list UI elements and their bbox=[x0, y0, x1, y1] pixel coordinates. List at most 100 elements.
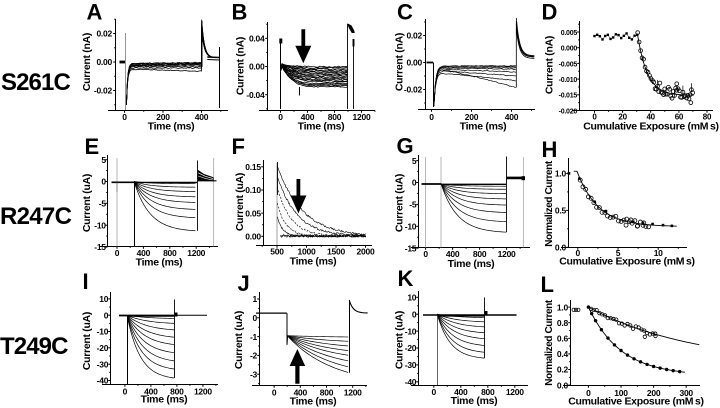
svg-text:Cumulative Exposure (mM s): Cumulative Exposure (mM s) bbox=[583, 121, 719, 133]
svg-text:Current (nA): Current (nA) bbox=[544, 36, 556, 94]
svg-text:10: 10 bbox=[99, 294, 108, 304]
svg-text:S261C: S261C bbox=[1, 69, 70, 96]
svg-text:Normalized Current: Normalized Current bbox=[544, 299, 555, 386]
svg-text:1200: 1200 bbox=[344, 388, 362, 398]
svg-text:0.00: 0.00 bbox=[406, 58, 422, 68]
svg-text:0: 0 bbox=[115, 248, 120, 258]
svg-text:-0.02: -0.02 bbox=[94, 86, 113, 96]
svg-text:R247C: R247C bbox=[0, 203, 72, 230]
svg-text:0.0: 0.0 bbox=[557, 380, 569, 390]
svg-text:-3: -3 bbox=[250, 369, 258, 379]
svg-text:-10: -10 bbox=[405, 326, 417, 336]
svg-text:D: D bbox=[542, 0, 558, 25]
svg-text:-0.015: -0.015 bbox=[559, 93, 578, 100]
svg-text:-10: -10 bbox=[405, 222, 417, 232]
svg-text:60: 60 bbox=[675, 113, 684, 122]
svg-text:Time (ms): Time (ms) bbox=[290, 256, 337, 268]
svg-text:Time (ms): Time (ms) bbox=[460, 121, 507, 133]
svg-text:800: 800 bbox=[481, 387, 495, 397]
svg-text:0.6: 0.6 bbox=[557, 334, 569, 344]
svg-text:Time (ms): Time (ms) bbox=[141, 394, 188, 406]
svg-text:1000: 1000 bbox=[298, 247, 316, 257]
svg-text:-5: -5 bbox=[99, 199, 107, 209]
svg-text:F: F bbox=[232, 134, 245, 159]
svg-text:500: 500 bbox=[270, 247, 284, 257]
svg-text:2000: 2000 bbox=[357, 247, 375, 257]
svg-text:B: B bbox=[232, 0, 248, 25]
svg-text:Time (ms): Time (ms) bbox=[451, 395, 498, 407]
svg-text:I: I bbox=[83, 269, 89, 294]
svg-text:0.05: 0.05 bbox=[245, 208, 261, 218]
svg-text:T249C: T249C bbox=[0, 333, 68, 360]
svg-text:0: 0 bbox=[586, 388, 591, 398]
svg-text:1: 1 bbox=[253, 294, 258, 304]
svg-text:1.0: 1.0 bbox=[555, 169, 567, 179]
svg-text:800: 800 bbox=[163, 248, 177, 258]
svg-text:0: 0 bbox=[412, 178, 417, 188]
svg-text:0.8: 0.8 bbox=[557, 318, 569, 328]
svg-text:K: K bbox=[398, 266, 414, 291]
svg-text:0: 0 bbox=[101, 177, 106, 187]
svg-text:800: 800 bbox=[473, 249, 487, 259]
svg-text:10: 10 bbox=[407, 293, 416, 303]
svg-text:E: E bbox=[85, 134, 100, 159]
svg-text:0: 0 bbox=[278, 112, 283, 122]
svg-text:-40: -40 bbox=[97, 376, 109, 386]
svg-text:0: 0 bbox=[576, 248, 581, 258]
svg-text:-15: -15 bbox=[405, 243, 417, 253]
svg-text:Time (ms): Time (ms) bbox=[148, 121, 195, 133]
svg-text:0.00: 0.00 bbox=[249, 62, 265, 72]
svg-text:1200: 1200 bbox=[187, 248, 205, 258]
svg-text:400: 400 bbox=[195, 112, 209, 122]
svg-text:400: 400 bbox=[137, 248, 151, 258]
svg-text:A: A bbox=[87, 0, 103, 25]
svg-text:400: 400 bbox=[294, 388, 308, 398]
svg-text:0: 0 bbox=[123, 386, 128, 396]
svg-text:200: 200 bbox=[465, 112, 479, 122]
svg-text:40: 40 bbox=[646, 113, 655, 122]
svg-text:0.00: 0.00 bbox=[245, 232, 261, 242]
svg-text:-0.005: -0.005 bbox=[559, 61, 578, 68]
svg-text:0.10: 0.10 bbox=[245, 185, 261, 195]
svg-text:200: 200 bbox=[647, 388, 661, 398]
svg-text:-0.020: -0.020 bbox=[559, 108, 578, 115]
svg-text:0.0: 0.0 bbox=[555, 243, 567, 253]
svg-text:0.5: 0.5 bbox=[555, 206, 567, 216]
svg-text:Current (uA): Current (uA) bbox=[81, 312, 93, 370]
svg-text:1200: 1200 bbox=[194, 386, 212, 396]
svg-text:Time (ms): Time (ms) bbox=[298, 121, 345, 133]
svg-text:800: 800 bbox=[320, 388, 334, 398]
svg-text:0: 0 bbox=[104, 310, 109, 320]
svg-text:400: 400 bbox=[446, 249, 460, 259]
svg-text:Current (uA): Current (uA) bbox=[233, 311, 245, 369]
svg-text:400: 400 bbox=[454, 387, 468, 397]
svg-text:-10: -10 bbox=[94, 220, 106, 230]
svg-text:Current (nA): Current (nA) bbox=[81, 33, 93, 91]
svg-text:Time (ms): Time (ms) bbox=[448, 258, 495, 270]
svg-text:J: J bbox=[238, 271, 250, 296]
svg-text:-0.02: -0.02 bbox=[404, 85, 423, 95]
svg-text:C: C bbox=[397, 0, 413, 25]
svg-text:5: 5 bbox=[412, 156, 417, 166]
svg-text:Current (nA): Current (nA) bbox=[394, 33, 406, 91]
svg-text:0.000: 0.000 bbox=[561, 46, 578, 53]
svg-text:0: 0 bbox=[432, 387, 437, 397]
svg-text:0.4: 0.4 bbox=[557, 349, 569, 359]
svg-text:-1: -1 bbox=[250, 332, 258, 342]
svg-text:1200: 1200 bbox=[353, 112, 371, 122]
svg-text:Current (nA): Current (nA) bbox=[235, 37, 247, 95]
svg-text:0.15: 0.15 bbox=[245, 162, 261, 172]
svg-text:-10: -10 bbox=[97, 327, 109, 337]
svg-text:0: 0 bbox=[423, 249, 428, 259]
svg-text:300: 300 bbox=[679, 388, 693, 398]
svg-text:0.00: 0.00 bbox=[96, 57, 112, 67]
svg-text:Current (uA): Current (uA) bbox=[394, 311, 406, 369]
svg-text:0: 0 bbox=[253, 313, 258, 323]
svg-text:1200: 1200 bbox=[498, 249, 516, 259]
svg-text:Time (ms): Time (ms) bbox=[136, 257, 183, 269]
svg-text:Current (uA): Current (uA) bbox=[81, 174, 93, 232]
svg-text:400: 400 bbox=[505, 112, 519, 122]
svg-text:0: 0 bbox=[412, 309, 417, 319]
svg-text:-30: -30 bbox=[97, 359, 109, 369]
svg-text:H: H bbox=[542, 137, 558, 162]
